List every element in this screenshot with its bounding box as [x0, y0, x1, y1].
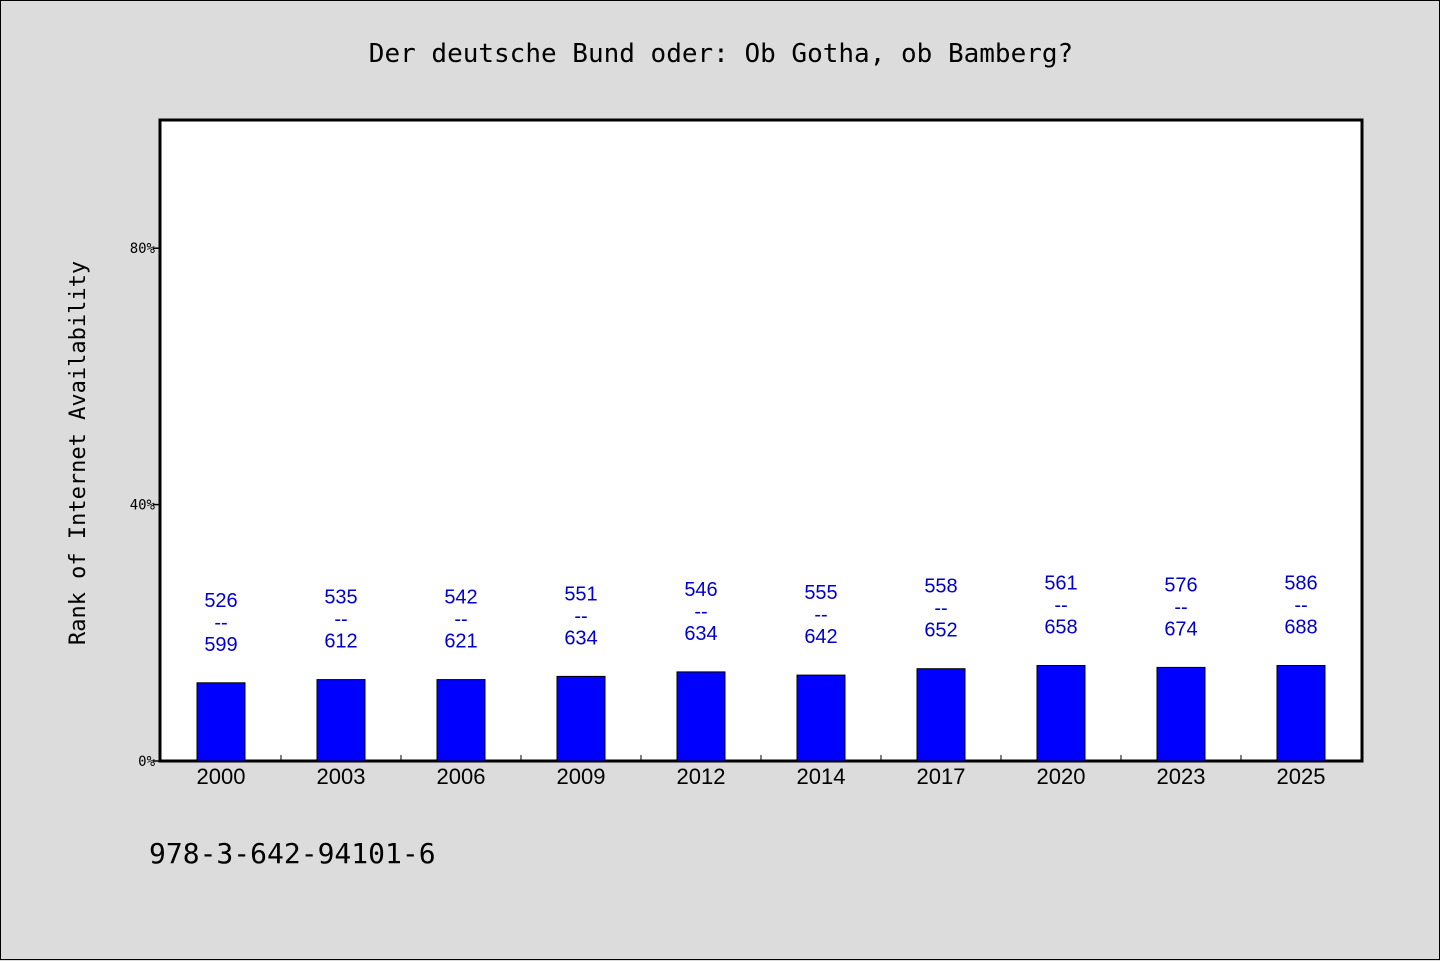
data-label-lower: 688: [1284, 616, 1317, 638]
data-label-separator: --: [454, 609, 467, 631]
data-label-lower: 642: [804, 626, 837, 648]
x-tick-label: 2014: [797, 764, 846, 789]
x-tick-label: 2017: [917, 764, 966, 789]
x-tick-label: 2006: [437, 764, 486, 789]
data-label-separator: --: [334, 609, 347, 631]
bar: [916, 668, 966, 762]
data-label-upper: 576: [1164, 574, 1197, 596]
data-label-separator: --: [934, 598, 947, 620]
x-tick-label: 2020: [1037, 764, 1086, 789]
data-label-separator: --: [814, 604, 827, 626]
y-tick-label: 40%: [130, 498, 156, 514]
data-label-lower: 658: [1044, 616, 1077, 638]
bar: [316, 679, 366, 762]
x-tick-label: 2000: [197, 764, 246, 789]
bar: [1276, 664, 1326, 762]
bar: [796, 674, 846, 762]
bar: [1156, 666, 1206, 762]
x-tick-label: 2023: [1157, 764, 1206, 789]
chart-title: Der deutsche Bund oder: Ob Gotha, ob Bam…: [369, 39, 1073, 69]
data-label-separator: --: [1294, 594, 1307, 616]
data-label-upper: 561: [1044, 572, 1077, 594]
x-tick-label: 2009: [557, 764, 606, 789]
y-tick-label: 80%: [130, 241, 156, 257]
data-label-lower: 674: [1164, 618, 1197, 640]
data-label-separator: --: [574, 605, 587, 627]
data-label-separator: --: [214, 612, 227, 634]
data-label-upper: 546: [684, 579, 717, 601]
data-label-upper: 542: [444, 587, 477, 609]
data-label-lower: 612: [324, 631, 357, 653]
footnote-isbn: 978-3-642-94101-6: [149, 837, 436, 870]
bar: [196, 682, 246, 762]
y-tick-label: 0%: [138, 754, 155, 770]
data-label-upper: 526: [204, 590, 237, 612]
data-label-upper: 535: [324, 587, 357, 609]
data-label-lower: 599: [204, 634, 237, 656]
bar: [676, 671, 726, 762]
data-label-separator: --: [694, 601, 707, 623]
bar: [1036, 664, 1086, 762]
data-label-upper: 551: [564, 583, 597, 605]
data-label-separator: --: [1054, 594, 1067, 616]
data-labels: 526--599535--612542--621551--634546--634…: [204, 572, 1317, 655]
data-label-lower: 652: [924, 620, 957, 642]
data-label-lower: 621: [444, 631, 477, 653]
y-axis-label: Rank of Internet Availability: [66, 261, 91, 645]
bars: [196, 664, 1326, 762]
data-label-upper: 558: [924, 576, 957, 598]
data-label-lower: 634: [684, 623, 717, 645]
data-label-upper: 586: [1284, 572, 1317, 594]
plot-area: [158, 118, 1364, 763]
y-axis-ticks: 0% 40% 80%: [130, 241, 161, 770]
bar: [556, 675, 606, 762]
x-tick-label: 2003: [317, 764, 366, 789]
data-label-upper: 555: [804, 582, 837, 604]
bar: [436, 679, 486, 762]
data-label-separator: --: [1174, 596, 1187, 618]
x-axis-ticks: 2000 2003 2006 2009 2012 2014 2017 2020 2023 2025: [197, 755, 1326, 789]
x-tick-label: 2025: [1277, 764, 1326, 789]
x-tick-label: 2012: [677, 764, 726, 789]
data-label-lower: 634: [564, 627, 597, 649]
